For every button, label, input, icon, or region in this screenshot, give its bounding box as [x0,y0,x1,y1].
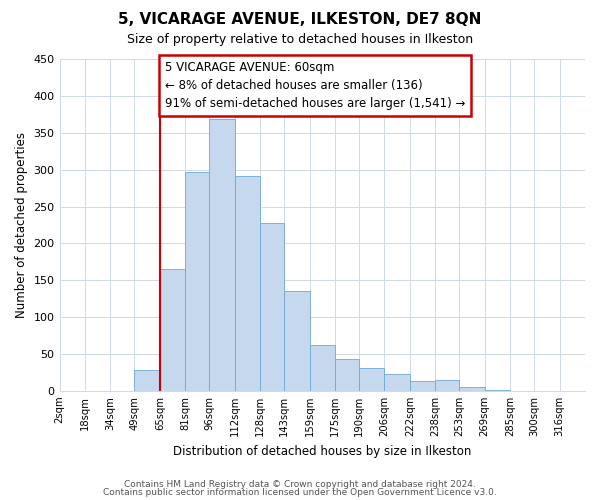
Y-axis label: Number of detached properties: Number of detached properties [15,132,28,318]
Bar [284,292,310,391]
Bar [459,386,485,391]
Bar [185,172,209,391]
Text: Size of property relative to detached houses in Ilkeston: Size of property relative to detached ho… [127,32,473,46]
Bar [410,380,436,391]
Text: Contains public sector information licensed under the Open Government Licence v3: Contains public sector information licen… [103,488,497,497]
Text: Contains HM Land Registry data © Crown copyright and database right 2024.: Contains HM Land Registry data © Crown c… [124,480,476,489]
Bar [260,223,284,391]
X-axis label: Distribution of detached houses by size in Ilkeston: Distribution of detached houses by size … [173,444,472,458]
Bar [385,374,410,391]
Bar [209,120,235,391]
Text: 5 VICARAGE AVENUE: 60sqm
← 8% of detached houses are smaller (136)
91% of semi-d: 5 VICARAGE AVENUE: 60sqm ← 8% of detache… [164,61,465,110]
Bar [436,380,459,391]
Bar [310,345,335,391]
Bar [359,368,385,391]
Bar [160,269,185,391]
Bar [235,176,260,391]
Bar [134,370,160,391]
Bar [335,359,359,391]
Text: 5, VICARAGE AVENUE, ILKESTON, DE7 8QN: 5, VICARAGE AVENUE, ILKESTON, DE7 8QN [118,12,482,28]
Bar [485,390,510,391]
